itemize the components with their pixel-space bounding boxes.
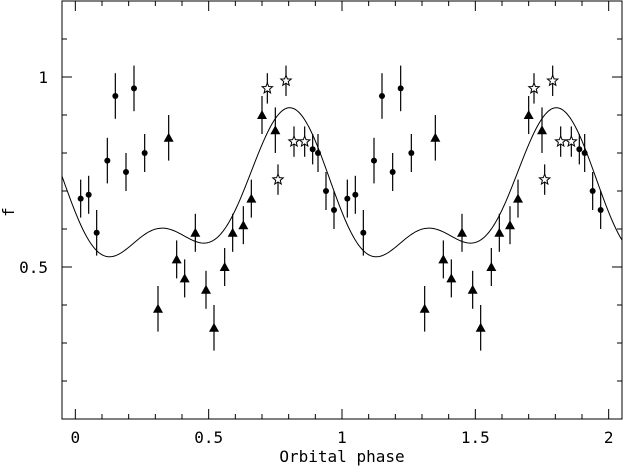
data-point-triangle — [457, 227, 467, 237]
data-point-triangle — [513, 193, 523, 203]
data-points-layer — [77, 73, 604, 332]
data-point-circle — [77, 195, 84, 202]
y-tick-label: 0.5 — [19, 258, 48, 277]
data-point-triangle — [475, 322, 486, 332]
data-point-circle — [352, 191, 359, 198]
data-point-triangle — [430, 132, 441, 142]
data-point-circle — [360, 229, 367, 236]
data-point-triangle — [486, 262, 497, 271]
data-point-triangle — [171, 254, 182, 264]
y-axis-label: f — [0, 207, 18, 217]
model-curve-layer — [61, 107, 623, 258]
data-point-star — [564, 134, 578, 148]
data-point-circle — [344, 195, 351, 202]
data-point-triangle — [163, 132, 174, 142]
data-point-circle — [85, 191, 92, 198]
x-axis-label: Orbital phase — [279, 447, 404, 466]
x-tick-label: 0.5 — [194, 428, 223, 447]
data-point-star — [554, 134, 568, 148]
x-tick-label: 1 — [337, 428, 347, 447]
data-point-circle — [379, 93, 385, 99]
data-point-triangle — [190, 227, 201, 237]
data-point-triangle — [238, 220, 249, 230]
data-point-triangle — [201, 284, 211, 294]
y-tick-label: 1 — [38, 68, 48, 87]
data-point-triangle — [523, 110, 534, 119]
data-point-circle — [131, 85, 137, 92]
data-point-circle — [123, 169, 129, 175]
data-point-circle — [323, 188, 329, 194]
x-tick-label: 0 — [71, 428, 81, 447]
data-point-circle — [581, 150, 588, 156]
x-tick-label: 2 — [604, 428, 614, 447]
data-point-circle — [141, 150, 148, 156]
data-point-circle — [331, 207, 337, 213]
data-point-triangle — [219, 262, 230, 271]
data-point-star — [546, 73, 560, 87]
data-point-triangle — [419, 303, 430, 313]
data-point-triangle — [227, 227, 238, 237]
data-point-circle — [309, 146, 316, 153]
data-point-star — [538, 172, 552, 186]
data-point-triangle — [257, 110, 267, 119]
data-point-triangle — [494, 227, 505, 237]
data-point-triangle — [270, 125, 281, 135]
x-tick-label: 1.5 — [461, 428, 490, 447]
plot-frame — [61, 0, 623, 420]
data-point-circle — [112, 93, 119, 99]
data-point-circle — [389, 169, 396, 175]
data-point-circle — [408, 150, 415, 156]
data-point-triangle — [153, 303, 163, 313]
data-point-triangle — [209, 322, 219, 332]
data-point-triangle — [246, 193, 257, 203]
data-point-circle — [104, 157, 111, 164]
data-point-triangle — [446, 273, 457, 283]
data-point-star — [527, 81, 541, 94]
data-point-star — [298, 134, 312, 148]
data-point-triangle — [438, 254, 449, 264]
data-point-star — [271, 172, 285, 186]
data-point-triangle — [537, 125, 547, 135]
data-point-circle — [397, 85, 404, 92]
data-point-triangle — [467, 284, 478, 294]
data-point-circle — [576, 146, 583, 153]
data-point-star — [279, 73, 293, 87]
data-point-circle — [589, 188, 596, 194]
data-point-circle — [371, 157, 377, 164]
data-point-star — [260, 81, 274, 94]
data-point-circle — [93, 229, 100, 236]
data-point-triangle — [505, 220, 515, 230]
axis-ticks-layer: 0 0.5 1 1.5 2 0.5 1 — [19, 1, 622, 447]
data-point-triangle — [179, 273, 190, 283]
data-point-circle — [597, 207, 604, 213]
data-point-circle — [315, 150, 321, 156]
data-point-star — [287, 134, 301, 148]
model-curve — [61, 107, 623, 258]
